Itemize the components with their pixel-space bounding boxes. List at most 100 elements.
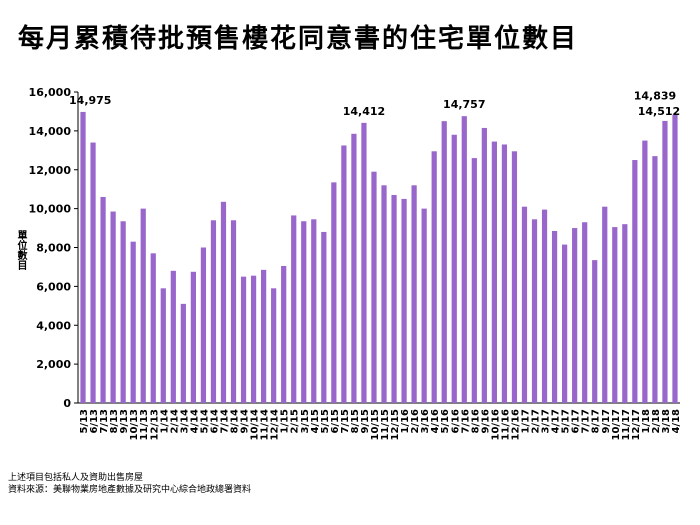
y-tick-label: 2,000: [36, 358, 71, 371]
bar: [582, 222, 588, 403]
bar: [100, 196, 106, 403]
bar: [341, 145, 347, 403]
x-tick-label: 2/14: [169, 409, 180, 434]
bar: [451, 134, 457, 403]
x-tick-label: 7/15: [340, 409, 351, 434]
bar: [230, 220, 237, 403]
y-tick-label: 12,000: [29, 164, 72, 177]
x-tick-label: 1/17: [520, 409, 531, 434]
y-tick-label: 8,000: [36, 242, 71, 255]
bar: [351, 133, 357, 403]
x-tick-label: 8/14: [230, 409, 241, 434]
bar: [411, 185, 417, 403]
y-tick-label: 10,000: [29, 203, 72, 216]
bar: [471, 158, 477, 403]
bar: [321, 231, 327, 403]
bar: [551, 230, 558, 403]
data-label: 14,839: [634, 90, 676, 103]
x-tick-label: 7/13: [99, 409, 110, 434]
x-tick-label: 4/15: [310, 409, 321, 434]
bar: [311, 219, 317, 403]
bar: [110, 211, 116, 403]
bar: [401, 198, 407, 403]
x-tick-label: 10/17: [611, 409, 622, 441]
bar: [562, 244, 568, 403]
bar: [662, 120, 668, 403]
bar: [150, 253, 156, 403]
bar: [431, 151, 437, 403]
bar: [632, 160, 638, 403]
x-tick-label: 11/15: [380, 409, 391, 441]
x-tick-label: 11/16: [500, 409, 511, 441]
bar: [572, 228, 578, 403]
x-tick-label: 11/14: [260, 409, 271, 441]
data-label: 14,512: [638, 105, 680, 118]
bar: [190, 271, 196, 403]
bar: [441, 121, 447, 403]
bar: [220, 201, 227, 403]
data-label: 14,975: [69, 94, 111, 107]
x-tick-label: 4/14: [189, 409, 200, 434]
x-tick-label: 8/13: [109, 409, 120, 434]
bar: [521, 206, 528, 403]
bar: [501, 144, 508, 403]
bar: [612, 227, 618, 403]
x-tick-label: 2/15: [290, 409, 301, 434]
x-tick-label: 9/17: [601, 409, 612, 434]
x-tick-label: 7/14: [219, 409, 230, 434]
y-tick-label: 0: [63, 397, 71, 410]
bar: [301, 221, 307, 403]
x-tick-label: 9/13: [119, 409, 130, 434]
bar: [80, 111, 86, 404]
bar: [511, 151, 518, 403]
x-tick-label: 11/13: [139, 409, 150, 441]
y-tick-label: 16,000: [29, 86, 72, 99]
x-tick-label: 8/15: [350, 409, 361, 434]
x-tick-label: 9/14: [240, 409, 251, 434]
x-tick-label: 1/14: [159, 409, 170, 434]
data-label: 14,757: [443, 98, 485, 111]
x-tick-label: 2/17: [531, 409, 542, 434]
bar: [331, 182, 337, 403]
bar: [200, 247, 207, 403]
bar: [381, 185, 387, 403]
bar: [652, 156, 658, 403]
x-tick-label: 12/17: [631, 409, 642, 441]
x-tick-label: 10/13: [129, 409, 140, 441]
bar: [642, 140, 648, 403]
x-tick-label: 6/15: [330, 409, 341, 434]
x-tick-label: 10/15: [370, 409, 381, 441]
x-tick-label: 12/13: [149, 409, 160, 441]
x-tick-label: 2/16: [410, 409, 421, 434]
bar: [291, 215, 297, 403]
x-tick-label: 3/14: [179, 409, 190, 434]
bar: [531, 219, 538, 403]
x-tick-label: 9/15: [360, 409, 371, 434]
bar: [140, 208, 146, 403]
bar: [361, 122, 367, 403]
x-tick-label: 5/15: [320, 409, 331, 434]
x-tick-label: 1/16: [400, 409, 411, 434]
y-axis-label: 單位數目: [15, 230, 26, 270]
x-tick-label: 8/17: [591, 409, 602, 434]
bar: [90, 142, 96, 403]
x-tick-label: 2/18: [651, 409, 662, 434]
x-tick-label: 5/16: [440, 409, 451, 434]
x-tick-label: 4/16: [430, 409, 441, 434]
bar: [371, 171, 377, 403]
x-tick-label: 6/13: [89, 409, 100, 434]
bar: [481, 127, 487, 403]
x-tick-label: 10/16: [490, 409, 501, 441]
bar: [622, 224, 628, 403]
x-tick-label: 4/17: [551, 409, 562, 434]
x-tick-label: 5/13: [79, 409, 90, 434]
x-tick-label: 1/15: [280, 409, 291, 434]
bar: [170, 270, 176, 403]
bar: [180, 303, 186, 403]
bar: [120, 221, 126, 403]
x-tick-label: 9/16: [480, 409, 491, 434]
bar: [672, 114, 678, 403]
x-tick-label: 3/16: [420, 409, 431, 434]
x-tick-label: 12/14: [270, 409, 281, 441]
